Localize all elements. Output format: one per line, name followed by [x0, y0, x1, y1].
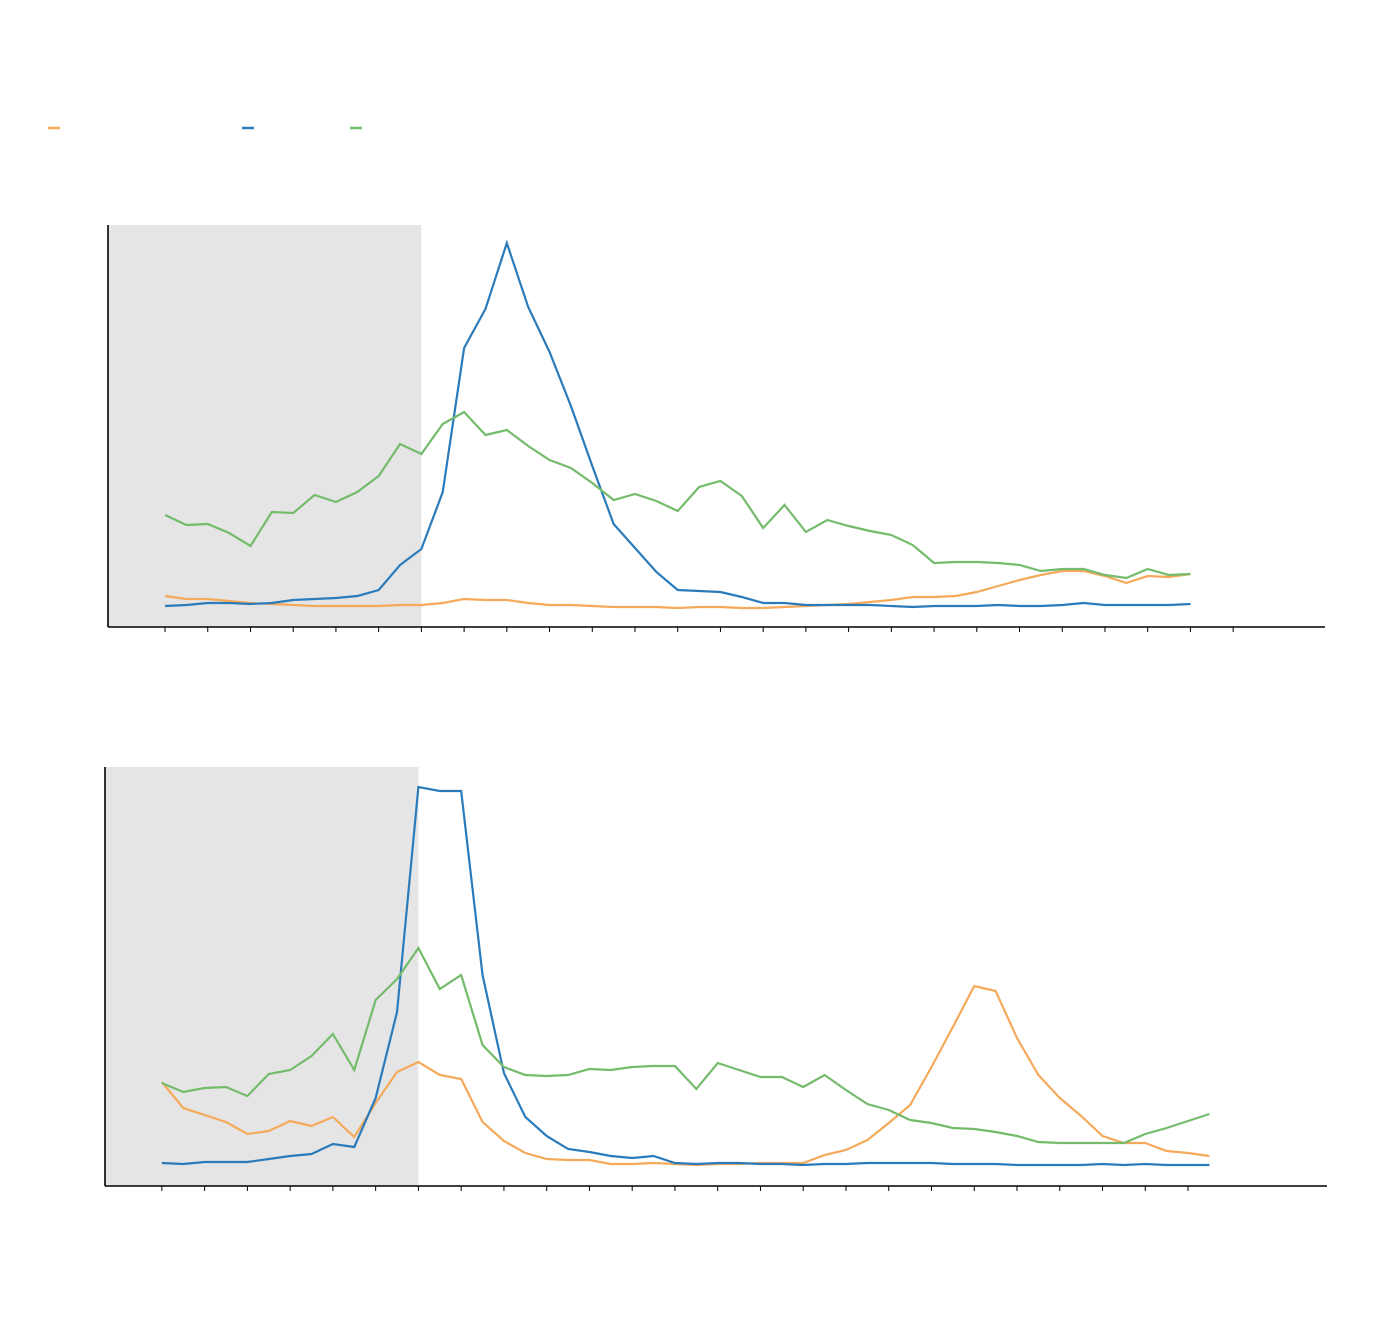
shaded-region — [105, 767, 419, 1186]
line-series — [161, 785, 1210, 1167]
line-series — [164, 410, 1191, 580]
line-series — [161, 945, 1210, 1145]
line-series — [164, 239, 1191, 609]
shaded-region — [108, 225, 422, 627]
line-series — [164, 569, 1191, 610]
